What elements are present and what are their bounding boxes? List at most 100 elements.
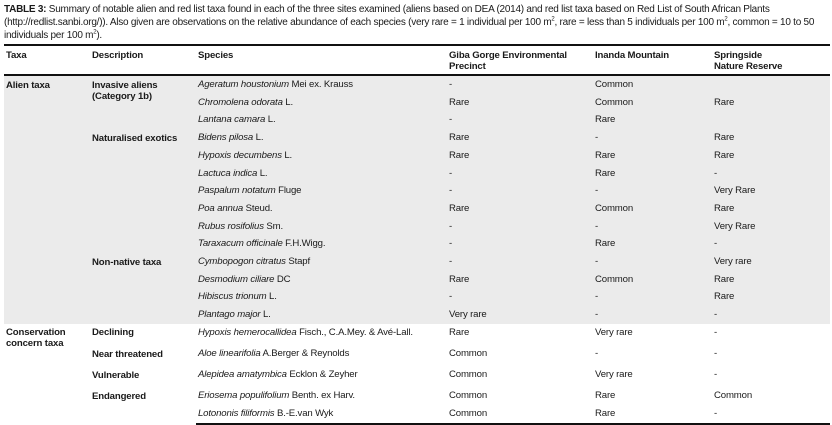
inanda-abundance: Rare [593, 164, 712, 183]
giba-abundance: Common [449, 369, 488, 381]
species-authority: Fluge [278, 185, 302, 197]
species-cell: Lotononis filiformis B.-E.van Wyk [196, 405, 447, 425]
species-cell: Bidens pilosa L. [196, 129, 447, 147]
species-cell: Poa annua Steud. [196, 199, 447, 218]
springside-abundance: - [712, 306, 830, 324]
species-name: Poa annua [198, 202, 244, 214]
species-authority: L. [269, 291, 277, 303]
springside-abundance: - [712, 164, 830, 183]
table-row: Endangered Eriosema populifolium Benth. e… [4, 387, 830, 405]
table-row: Chromolena odorata L. Rare Common Rare [4, 93, 830, 112]
header-species: Species [196, 44, 447, 76]
giba-abundance: - [447, 288, 593, 307]
table-row: Plantago major L. Very rare - - [4, 306, 830, 324]
inanda-abundance: Rare [593, 235, 712, 254]
species-authority: Fisch., C.A.Mey. & Avé-Lall. [299, 326, 413, 338]
giba-abundance: Rare [447, 129, 593, 147]
giba-abundance: - [447, 217, 593, 236]
species-authority: L. [255, 132, 264, 144]
description-group: Endangered [92, 390, 146, 402]
taxa-group: Alien taxa [4, 75, 90, 324]
species-name: Aloe linearifolia [198, 348, 261, 360]
giba-abundance: Rare [447, 270, 593, 289]
inanda-abundance: - [593, 217, 712, 236]
inanda-abundance: Very rare [595, 326, 633, 338]
species-cell: Cymbopogon citratus Stapf [196, 253, 447, 271]
table-row: Near threatened Aloe linearifolia A.Berge… [4, 345, 830, 366]
species-cell: Taraxacum officinale F.H.Wigg. [196, 235, 447, 254]
springside-abundance: - [712, 235, 830, 254]
springside-abundance: Rare [712, 146, 830, 165]
species-cell: Hibiscus trionum L. [196, 288, 447, 307]
table-row: Lactuca indica L. - Rare - [4, 164, 830, 183]
springside-abundance: Very Rare [712, 217, 830, 236]
table-row: Desmodium ciliare DC Rare Common Rare [4, 270, 830, 289]
species-authority: Ecklon & Zeyher [289, 369, 358, 381]
taxa-group: Conservation concern taxa [6, 327, 66, 350]
species-name: Paspalum notatum [198, 185, 276, 197]
species-authority: Steud. [245, 202, 273, 214]
springside-abundance: Rare [712, 199, 830, 218]
species-authority: Mei ex. Krauss [291, 79, 354, 90]
table-row: Lotononis filiformis B.-E.van Wyk Common R… [4, 405, 830, 425]
table-row: Poa annua Steud. Rare Common Rare [4, 199, 830, 218]
species-authority: L. [267, 114, 276, 126]
species-name: Alepidea amatymbica [198, 369, 287, 381]
species-name: Bidens pilosa [198, 132, 254, 144]
giba-abundance: - [447, 111, 593, 130]
species-cell: Alepidea amatymbica Ecklon & Zeyher [196, 366, 447, 387]
inanda-abundance: - [593, 288, 712, 307]
giba-abundance: Very rare [447, 306, 593, 324]
table-row: Naturalised exotics Bidens pilosa L. Rare -… [4, 129, 830, 254]
springside-abundance: - [712, 405, 830, 425]
species-name: Taraxacum officinale [198, 238, 283, 250]
species-cell: Chromolena odorata L. [196, 93, 447, 112]
species-name: Lotononis filiformis [198, 408, 275, 420]
species-cell: Rubus rosifolius Sm. [196, 217, 447, 236]
inanda-abundance: - [593, 306, 712, 324]
species-cell: Aloe linearifolia A.Berger & Reynolds [196, 345, 447, 366]
giba-abundance: Common [449, 390, 488, 402]
table-row: Conservation concern taxa Declining Hypoxi… [4, 324, 830, 349]
description-group: Declining [92, 327, 134, 339]
header-springside: Springside Nature Reserve [712, 44, 830, 76]
inanda-abundance: Rare [593, 405, 712, 425]
springside-abundance: Common [714, 390, 753, 402]
table-row: Lantana camara L. - Rare [4, 111, 830, 130]
species-cell: Eriosema populifolium Benth. ex Harv. [196, 387, 447, 405]
inanda-abundance: Common [593, 270, 712, 289]
table-row: Hibiscus trionum L. - - Rare [4, 288, 830, 307]
species-name: Hibiscus trionum [198, 291, 267, 303]
inanda-abundance: - [593, 129, 712, 147]
caption-label: TABLE 3: [4, 4, 47, 15]
species-name: Plantago major [198, 309, 261, 321]
giba-abundance: - [447, 164, 593, 183]
inanda-abundance: Common [593, 75, 712, 94]
springside-abundance: - [714, 326, 718, 338]
giba-abundance: Rare [447, 146, 593, 165]
species-name: Cymbopogon citratus [198, 256, 286, 268]
header-giba: Giba Gorge Environmental Precinct [447, 44, 593, 76]
species-authority: Sm. [266, 220, 283, 232]
springside-abundance: Very Rare [712, 182, 830, 200]
species-name: Chromolena odorata [198, 96, 283, 108]
species-name: Eriosema populifolium [198, 390, 290, 402]
species-authority: A.Berger & Reynolds [262, 348, 350, 360]
table-row: Taraxacum officinale F.H.Wigg. - Rare - [4, 235, 830, 254]
header-taxa: Taxa [4, 44, 90, 76]
giba-abundance: - [447, 253, 593, 271]
giba-abundance: - [447, 75, 593, 94]
species-name: Rubus rosifolius [198, 220, 264, 232]
springside-abundance: Rare [712, 288, 830, 307]
description-group: Naturalised exotics [90, 129, 196, 254]
species-authority: Benth. ex Harv. [291, 390, 355, 402]
springside-abundance: Very rare [712, 253, 830, 271]
species-name: Ageratum houstonium [198, 79, 290, 90]
species-cell: Plantago major L. [196, 306, 447, 324]
header-inanda: Inanda Mountain [593, 44, 712, 76]
springside-abundance [712, 75, 830, 94]
giba-abundance: Common [449, 348, 488, 360]
giba-abundance: Rare [447, 199, 593, 218]
species-cell: Desmodium ciliare DC [196, 270, 447, 289]
table-body: Alien taxa Invasive aliens (Category 1b) A… [4, 75, 830, 425]
